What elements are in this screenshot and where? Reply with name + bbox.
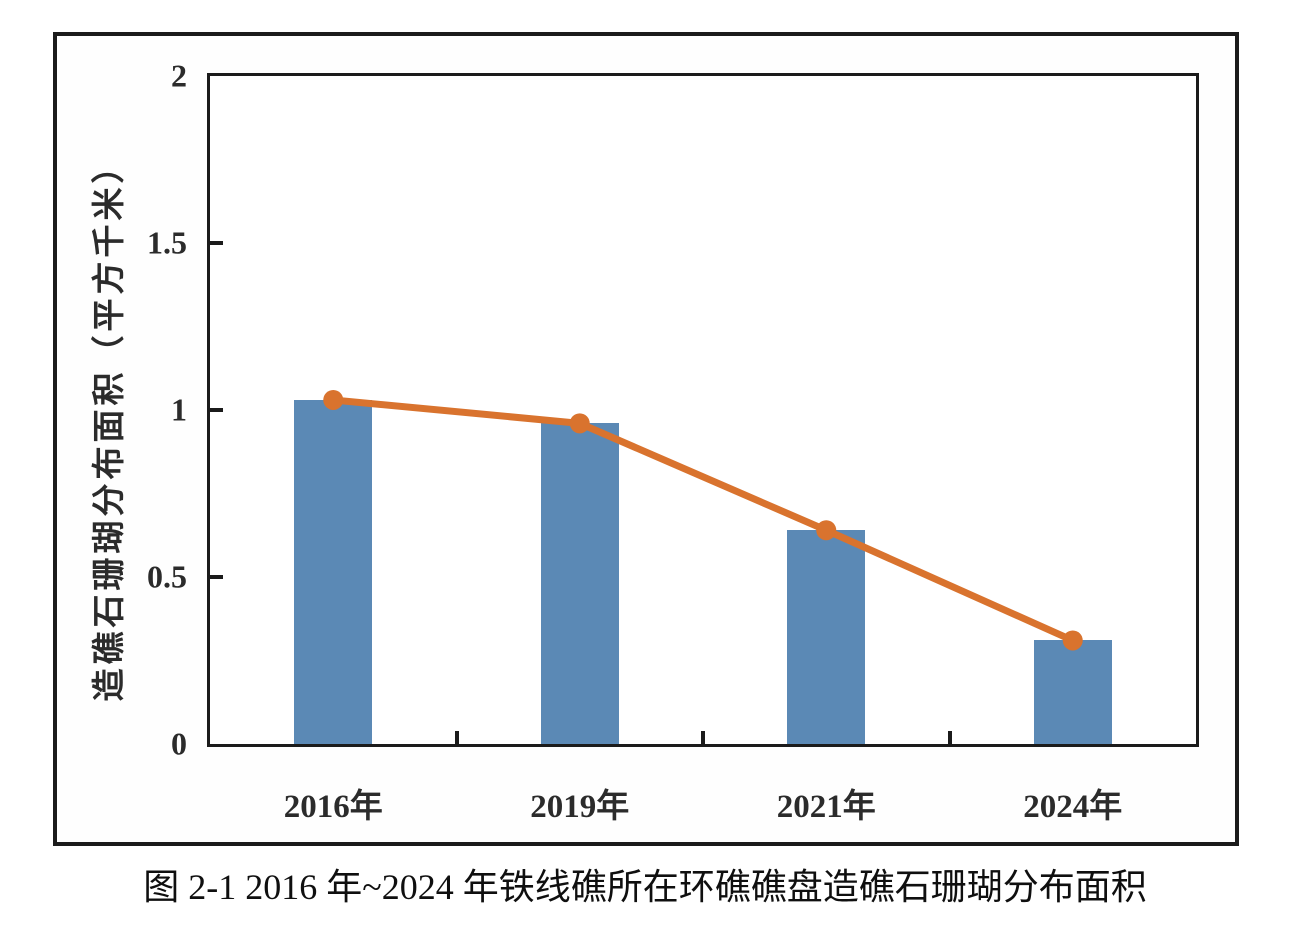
bar-2016年 bbox=[294, 399, 373, 744]
y-axis-tick bbox=[210, 241, 223, 245]
x-axis-tick bbox=[701, 731, 705, 744]
x-category-label-2019年: 2019年 bbox=[530, 789, 630, 825]
y-tick-label-0.5: 0.5 bbox=[147, 558, 187, 595]
trend-line bbox=[329, 396, 1077, 644]
bars-layer bbox=[210, 76, 1196, 744]
data-point-marker-2016年 bbox=[323, 389, 344, 410]
axis-ticks-layer bbox=[210, 76, 1196, 744]
data-point-marker-2021年 bbox=[816, 520, 837, 541]
plot-area bbox=[207, 73, 1199, 747]
x-category-label-2016年: 2016年 bbox=[283, 789, 383, 825]
x-category-label-2024年: 2024年 bbox=[1023, 789, 1123, 825]
y-axis-title: 造礁石珊瑚分布面积（平方千米） bbox=[92, 146, 128, 702]
data-point-marker-2024年 bbox=[1062, 630, 1083, 651]
y-tick-label-0: 0 bbox=[171, 725, 187, 762]
x-category-label-2021年: 2021年 bbox=[776, 789, 876, 825]
x-axis-tick bbox=[454, 731, 459, 744]
y-tick-label-1.5: 1.5 bbox=[147, 224, 187, 261]
bar-2019年 bbox=[540, 423, 619, 744]
data-point-marker-2019年 bbox=[569, 413, 590, 434]
chart-frame: 造礁石珊瑚分布面积（平方千米） 0 0.5 1 1.5 2 2016年 2019年 2021… bbox=[53, 32, 1239, 846]
figure-caption: 图 2-1 2016 年~2024 年铁线礁所在环礁礁盘造礁石珊瑚分布面积 bbox=[143, 867, 1147, 907]
y-tick-label-1: 1 bbox=[171, 391, 187, 428]
bar-2024年 bbox=[1033, 640, 1112, 744]
y-axis-tick bbox=[210, 575, 223, 579]
y-tick-label-2: 2 bbox=[171, 57, 187, 94]
line-series-layer bbox=[323, 389, 1083, 651]
y-axis-tick bbox=[210, 408, 223, 412]
x-axis-tick bbox=[947, 731, 952, 744]
bar-2021年 bbox=[787, 530, 866, 744]
